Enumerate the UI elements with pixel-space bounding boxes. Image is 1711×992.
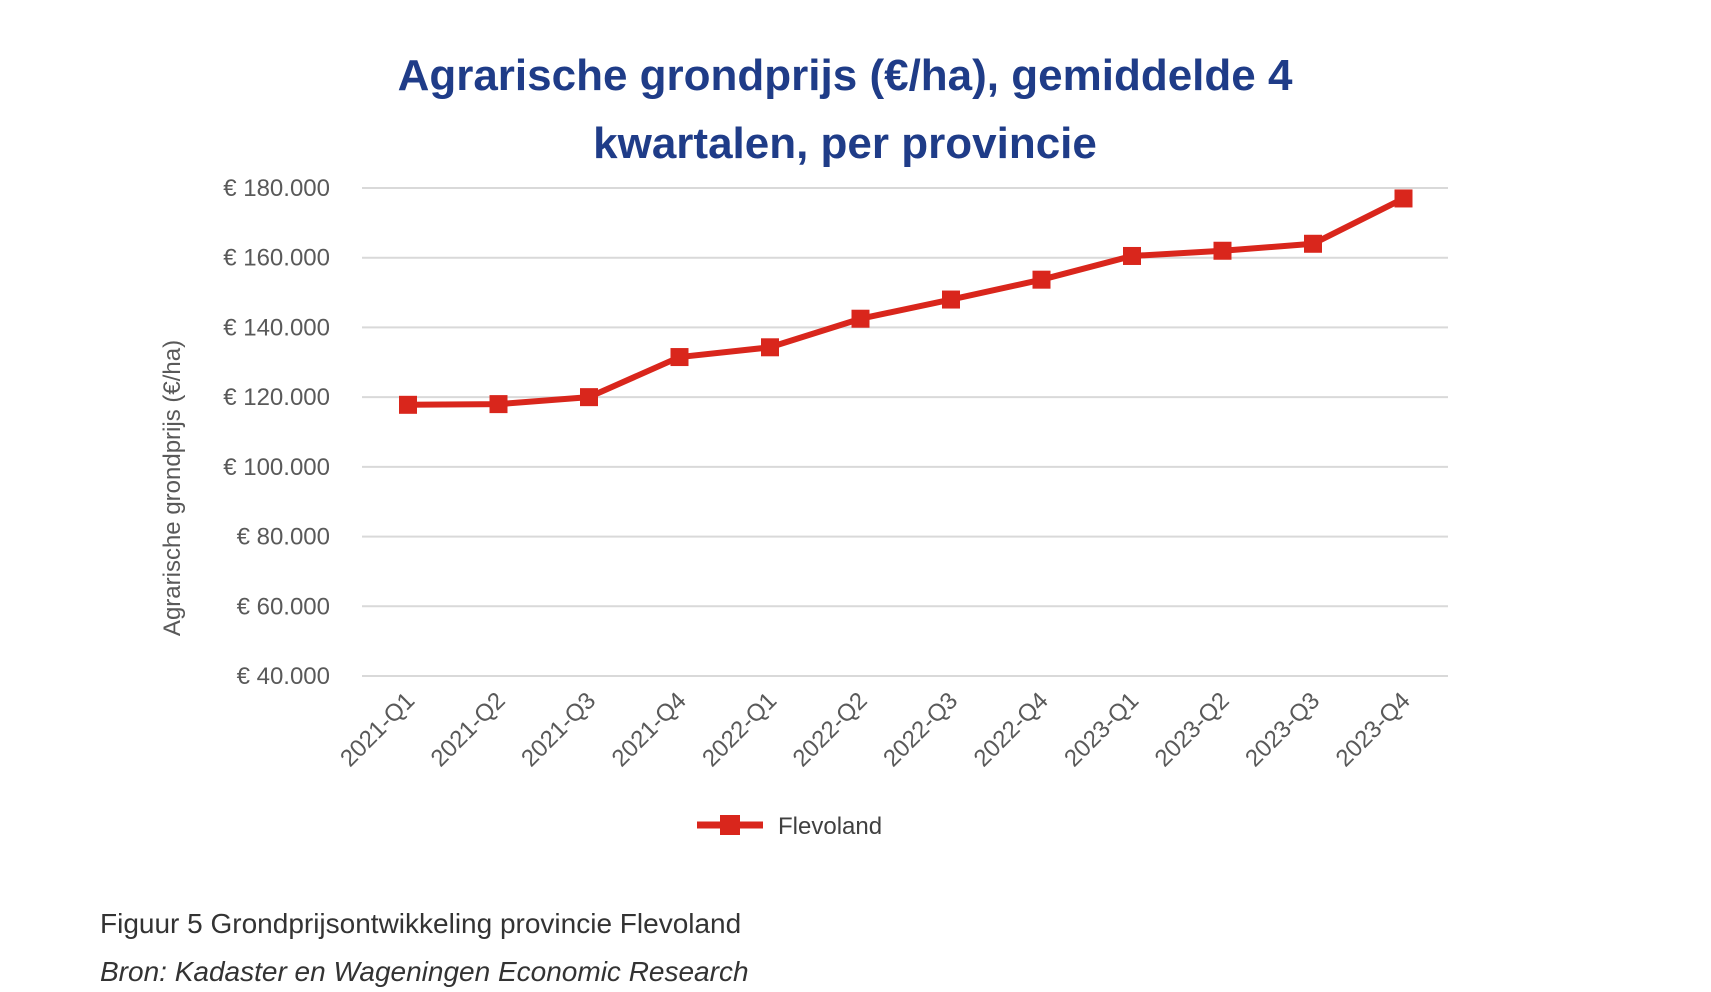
data-point (399, 395, 417, 414)
y-tick-label: € 140.000 (223, 314, 330, 341)
data-point (1123, 246, 1141, 265)
y-tick-label: € 100.000 (223, 454, 330, 481)
x-tick-label: 2021-Q2 (426, 687, 511, 772)
series-flevoland (399, 189, 1413, 414)
x-tick-label: 2023-Q3 (1240, 687, 1325, 772)
data-point (489, 395, 508, 414)
legend: Flevoland (697, 813, 882, 840)
y-tick-label: € 80.000 (237, 524, 330, 551)
data-point (1394, 189, 1413, 208)
legend-marker (720, 815, 740, 835)
y-tick-label: € 60.000 (237, 593, 330, 620)
chart: Agrarische grondprijs (€/ha), gemiddelde… (159, 51, 1448, 840)
x-tick-label: 2022-Q1 (697, 687, 782, 772)
figure-caption: Figuur 5 Grondprijsontwikkeling provinci… (100, 908, 742, 939)
data-point (580, 388, 598, 407)
x-tick-label: 2022-Q4 (969, 687, 1054, 772)
data-point (761, 338, 779, 357)
x-tick-label: 2021-Q1 (335, 687, 420, 772)
data-point (1213, 241, 1232, 260)
chart-title: Agrarische grondprijs (€/ha), gemiddelde… (398, 51, 1293, 168)
x-tick-label: 2023-Q1 (1059, 687, 1144, 772)
chart-title-line-1: Agrarische grondprijs (€/ha), gemiddelde… (398, 51, 1293, 100)
x-tick-label: 2021-Q3 (516, 687, 601, 772)
y-tick-label: € 40.000 (237, 663, 330, 690)
x-tick-label: 2023-Q4 (1331, 687, 1416, 772)
chart-title-line-2: kwartalen, per provincie (593, 119, 1097, 168)
data-point (851, 309, 870, 328)
data-point (670, 348, 689, 367)
x-tick-label: 2022-Q2 (788, 687, 873, 772)
y-tick-label: € 160.000 (223, 245, 330, 272)
data-point (1304, 234, 1322, 253)
x-tick-label: 2021-Q4 (607, 687, 692, 772)
y-tick-label: € 120.000 (223, 384, 330, 411)
y-axis-label: Agrarische grondprijs (€/ha) (159, 340, 186, 636)
x-tick-label: 2023-Q2 (1150, 687, 1235, 772)
x-tick-label: 2022-Q3 (878, 687, 963, 772)
source-caption: Bron: Kadaster en Wageningen Economic Re… (100, 956, 749, 987)
gridlines (362, 187, 1448, 677)
y-tick-label: € 180.000 (223, 175, 330, 202)
data-point (942, 290, 960, 309)
series-line (407, 195, 1405, 408)
legend-label-flevoland: Flevoland (778, 813, 882, 840)
y-axis-ticks: € 40.000 € 60.000 € 80.000 € 100.000 € 120.0… (223, 175, 330, 690)
data-point (1032, 270, 1051, 289)
x-axis-ticks: 2021-Q1 2021-Q2 2021-Q3 2021-Q4 2022-Q1 2022-… (335, 687, 1416, 772)
